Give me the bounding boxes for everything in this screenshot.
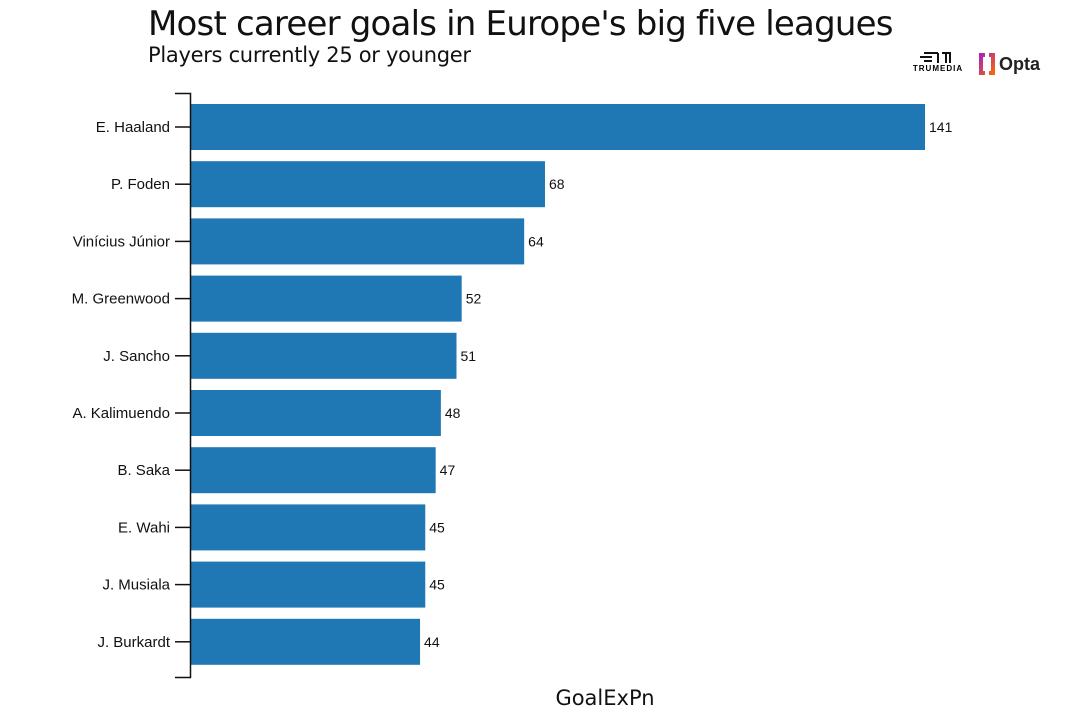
bar: [191, 275, 462, 322]
bar: [191, 447, 436, 494]
y-tick-label: P. Foden: [111, 176, 170, 193]
bar: [191, 161, 545, 208]
bar: [191, 561, 426, 608]
x-axis-label: GoalExPn: [555, 686, 654, 710]
svg-text:Opta: Opta: [999, 54, 1041, 74]
y-tick-label: A. Kalimuendo: [72, 405, 170, 422]
bar: [191, 104, 925, 150]
chart-title: Most career goals in Europe's big five l…: [148, 4, 893, 44]
y-tick-label: J. Burkardt: [97, 634, 170, 651]
data-label: 51: [460, 348, 476, 364]
bar: [191, 332, 457, 379]
bar: [191, 618, 421, 665]
trumedia-logo: TRUMEDIA: [908, 50, 968, 73]
data-label: 45: [429, 577, 445, 593]
y-tick-label: Vinícius Júnior: [73, 233, 170, 250]
y-tick-label: M. Greenwood: [72, 291, 170, 308]
y-tick-label: E. Haaland: [96, 119, 170, 136]
y-tick-label: J. Sancho: [103, 348, 170, 365]
data-label: 68: [549, 176, 565, 192]
data-label: 64: [528, 233, 544, 249]
data-label: 52: [466, 291, 482, 307]
data-label: 141: [929, 119, 953, 135]
bar: [191, 504, 426, 551]
data-label: 47: [440, 462, 456, 478]
y-axis-line: [175, 92, 192, 679]
data-label: 44: [424, 634, 440, 650]
bar: [191, 390, 441, 436]
y-tick-label: J. Musiala: [102, 577, 170, 594]
y-tick-label: B. Saka: [117, 462, 170, 479]
chart-subtitle: Players currently 25 or younger: [148, 43, 471, 67]
data-label: 48: [445, 405, 461, 421]
bar: [191, 218, 525, 265]
data-label: 45: [429, 519, 445, 535]
y-tick-label: E. Wahi: [118, 519, 170, 536]
opta-logo: Opta: [975, 50, 1055, 83]
